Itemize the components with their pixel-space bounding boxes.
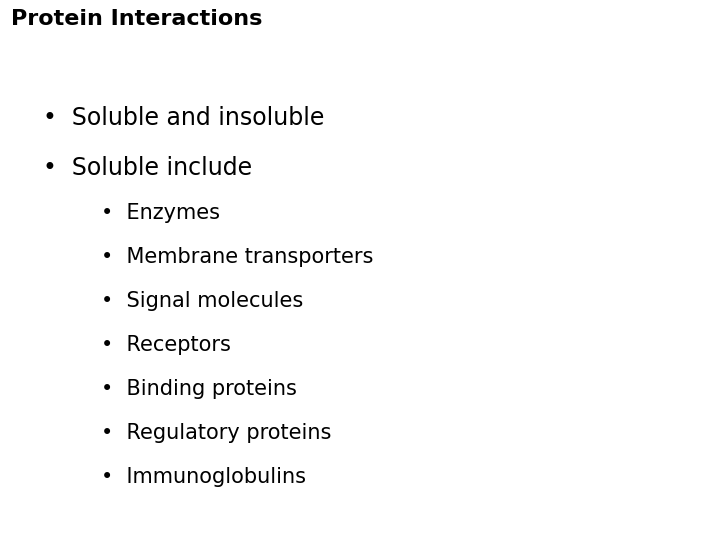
Text: •  Membrane transporters: • Membrane transporters <box>101 247 373 267</box>
Text: Protein Interactions: Protein Interactions <box>11 9 262 29</box>
Text: •  Soluble and insoluble: • Soluble and insoluble <box>43 106 325 130</box>
Text: •  Soluble include: • Soluble include <box>43 156 252 180</box>
Text: •  Regulatory proteins: • Regulatory proteins <box>101 423 331 443</box>
Text: •  Binding proteins: • Binding proteins <box>101 379 297 399</box>
Text: •  Signal molecules: • Signal molecules <box>101 291 303 311</box>
Text: •  Receptors: • Receptors <box>101 335 230 355</box>
Text: •  Immunoglobulins: • Immunoglobulins <box>101 467 306 487</box>
Text: •  Enzymes: • Enzymes <box>101 203 220 223</box>
